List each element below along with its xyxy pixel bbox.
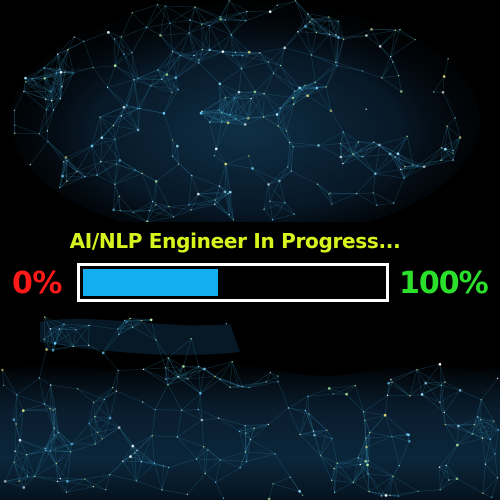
- progress-max-label: 100%: [399, 266, 489, 301]
- progress-min-label: 0%: [12, 266, 62, 301]
- page-title: AI/NLP Engineer In Progress...: [69, 229, 401, 253]
- progress-bar: [77, 263, 389, 302]
- neural-network-mesh-top: [0, 0, 500, 222]
- neural-network-mesh-bottom: [0, 312, 500, 500]
- progress-bar-fill: [83, 269, 218, 296]
